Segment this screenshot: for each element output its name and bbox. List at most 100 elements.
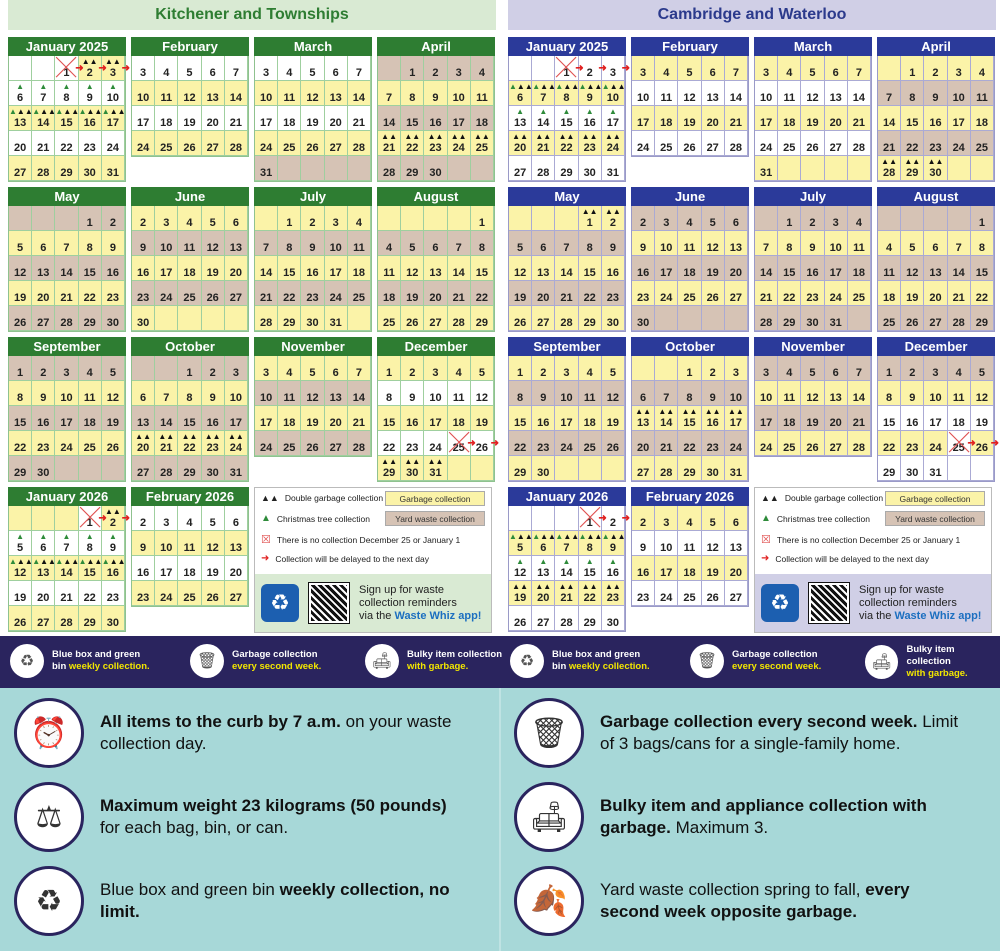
day-number: 18: [952, 417, 965, 429]
banner-item: 🗑 Garbage collection every second week.: [190, 644, 321, 678]
day-cell: 2: [532, 356, 556, 381]
day-number: 14: [729, 92, 743, 104]
day-cell: [32, 206, 56, 231]
day-number: 1: [286, 217, 293, 229]
day-number: 20: [429, 292, 442, 304]
day-cell: [555, 206, 579, 231]
day-cell: 1: [970, 206, 994, 231]
day-cell: 21: [55, 281, 79, 306]
christmas-tree-icon: ▲: [16, 532, 25, 541]
day-cell: 11: [655, 81, 679, 106]
day-cell: 20: [532, 281, 556, 306]
day-cell: [132, 356, 156, 381]
day-cell: 21: [347, 106, 371, 131]
month-calendar: July 1 2 3 4 7 8 9 10 11 14 15 16 17 18 21 22 23 24 25 28 29 3…: [254, 187, 372, 332]
alarm-clock-icon: ⏰: [14, 698, 84, 768]
month-calendar: January 2026 1 ➜ ▲▲ 2 ➜ ▲ 5 ▲ 6 ▲ 7 ▲ 8 ▲ 9 ▲▲▲ 12 ▲▲▲ 13 ▲▲…: [8, 487, 130, 632]
day-number: 18: [352, 267, 366, 279]
day-number: 22: [882, 442, 896, 454]
banner-highlight: weekly collection.: [68, 661, 150, 672]
day-number: 22: [683, 442, 696, 454]
day-number: 4: [478, 67, 485, 79]
day-cell: 28: [155, 456, 179, 481]
day-cell: 29: [678, 456, 702, 481]
day-cell: 2: [301, 206, 325, 231]
day-cell: 20: [924, 281, 948, 306]
day-cell: [509, 206, 533, 231]
day-cell: 1 ➜: [578, 506, 607, 531]
day-number: 6: [40, 242, 47, 254]
info-text: Limit of 3 bags/cans for a single-family…: [600, 712, 959, 753]
day-cell: ▲ 9: [78, 81, 102, 106]
day-number: 14: [60, 567, 73, 579]
day-number: 29: [583, 617, 596, 629]
double-garbage-icon: ▲▲: [535, 132, 552, 141]
day-number: 3: [563, 367, 570, 379]
waste-whiz-app-icon[interactable]: ♻: [261, 584, 299, 622]
day-cell: ▲▲ 22: [178, 431, 202, 456]
day-number: 13: [13, 117, 27, 129]
day-number: 11: [183, 542, 196, 554]
day-cell: ▲▲▲ 16: [101, 556, 126, 581]
day-cell: 26 ➜: [470, 431, 499, 456]
day-cell: 15: [509, 406, 533, 431]
day-number: 9: [409, 392, 416, 404]
day-number: 28: [37, 167, 50, 179]
day-number: 14: [537, 117, 550, 129]
waste-whiz-link[interactable]: Waste Whiz app!: [394, 609, 482, 622]
double-garbage-icon: ▲▲: [427, 457, 444, 466]
day-cell: 9: [132, 531, 156, 556]
christmas-tree-icon: ▲: [608, 557, 617, 566]
day-cell: 11: [778, 381, 802, 406]
day-number: 13: [829, 392, 842, 404]
day-number: 11: [476, 92, 488, 104]
day-cell: 16: [901, 406, 925, 431]
day-cell: 9: [924, 81, 948, 106]
day-cell: 11: [178, 531, 202, 556]
day-number: 4: [686, 517, 693, 529]
day-cell: 15: [970, 256, 994, 281]
day-number: 17: [952, 117, 965, 129]
day-cell: 3: [724, 356, 748, 381]
day-number: 9: [640, 542, 647, 554]
day-number: 22: [406, 142, 419, 154]
legend-label: Collection will be delayed to the next d…: [775, 553, 929, 564]
day-number: 24: [160, 292, 173, 304]
day-number: 16: [606, 267, 620, 279]
day-number: 13: [229, 542, 243, 554]
day-cell: 22: [78, 281, 102, 306]
waste-whiz-app-icon[interactable]: ♻: [761, 584, 799, 622]
day-cell: 27: [632, 456, 656, 481]
day-number: 14: [352, 392, 366, 404]
day-number: 4: [786, 67, 793, 79]
day-number: 16: [106, 267, 120, 279]
day-number: 11: [952, 392, 965, 404]
day-number: 29: [183, 467, 196, 479]
day-number: 21: [229, 117, 243, 129]
day-cell: ▲▲▲ 6: [509, 81, 533, 106]
day-cell: ▲▲ 30: [924, 156, 948, 181]
delay-arrow-icon: ➜: [121, 63, 130, 74]
day-number: 22: [583, 292, 596, 304]
day-cell: 26: [678, 131, 702, 156]
day-cell: 5: [701, 206, 725, 231]
day-number: 24: [759, 142, 773, 154]
month-calendar: April 1 2 3 4 7 8 9 10 11 14 15 16 17 18 21 22 23 24 25 ▲▲ 28…: [877, 37, 995, 182]
tree-and-double-garbage-icon: ▲▲▲: [555, 82, 580, 91]
day-number: 6: [232, 517, 239, 529]
day-number: 21: [382, 142, 396, 154]
qr-code[interactable]: [808, 582, 850, 624]
qr-code[interactable]: [308, 582, 350, 624]
day-number: 25: [352, 292, 366, 304]
month-header: January 2026: [508, 487, 626, 506]
banner-line: Blue box and green: [552, 649, 641, 660]
day-cell: ▲▲ 29: [901, 156, 925, 181]
waste-whiz-link[interactable]: Waste Whiz app!: [894, 609, 982, 622]
day-cell: 20: [701, 106, 725, 131]
day-number: 30: [606, 317, 620, 329]
day-cell: 29: [401, 156, 425, 181]
day-cell: 3: [224, 356, 248, 381]
day-number: 10: [759, 392, 773, 404]
day-number: 5: [609, 367, 616, 379]
day-number: 10: [160, 542, 173, 554]
